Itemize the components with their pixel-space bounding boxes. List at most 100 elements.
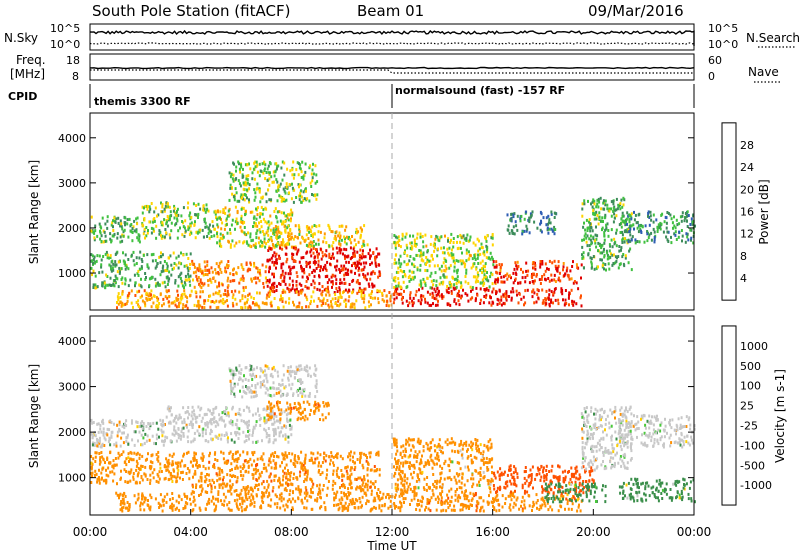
range-gate-cell (315, 198, 317, 201)
range-gate-cell (333, 456, 335, 459)
range-gate-cell (292, 490, 294, 493)
range-gate-cell (238, 412, 240, 415)
range-gate-cell (422, 245, 424, 248)
range-gate-cell (316, 379, 318, 382)
range-gate-cell (230, 232, 232, 235)
range-gate-cell (256, 291, 258, 294)
range-gate-cell (197, 216, 199, 219)
range-gate-cell (472, 257, 474, 260)
range-gate-cell (324, 253, 326, 256)
range-gate-cell (532, 280, 534, 283)
range-gate-cell (160, 234, 162, 237)
range-gate-cell (299, 391, 301, 394)
range-gate-cell (486, 248, 488, 251)
range-gate-cell (247, 182, 249, 185)
range-gate-cell (101, 271, 103, 274)
range-gate-cell (304, 466, 306, 469)
range-gate-cell (291, 383, 293, 386)
range-gate-cell (247, 386, 249, 389)
range-gate-cell (153, 442, 155, 445)
range-gate-cell (620, 246, 622, 249)
range-gate-cell (400, 293, 402, 296)
range-gate-cell (432, 294, 434, 297)
range-gate-cell (590, 235, 592, 238)
colorbar-tick-label: 16 (740, 206, 754, 219)
range-gate-cell (127, 218, 129, 221)
range-gate-cell (295, 224, 297, 227)
range-gate-cell (288, 272, 290, 275)
range-gate-cell (142, 479, 144, 482)
range-gate-cell (458, 281, 460, 284)
range-gate-cell (257, 206, 259, 209)
range-gate-cell (335, 282, 337, 285)
range-gate-cell (672, 227, 674, 230)
range-gate-cell (254, 375, 256, 378)
range-gate-cell (238, 427, 240, 430)
range-gate-cell (203, 204, 205, 207)
range-gate-cell (592, 198, 594, 201)
range-gate-cell (229, 171, 231, 174)
range-gate-cell (363, 240, 365, 243)
range-gate-cell (239, 390, 241, 393)
range-gate-cell (195, 213, 197, 216)
range-gate-cell (325, 249, 327, 252)
range-gate-cell (290, 268, 292, 271)
range-gate-cell (184, 235, 186, 238)
range-gate-cell (263, 428, 265, 431)
range-gate-cell (359, 249, 361, 252)
range-gate-cell (636, 221, 638, 224)
range-gate-cell (616, 198, 618, 201)
range-gate-cell (529, 281, 531, 284)
range-gate-cell (113, 217, 115, 220)
range-gate-cell (363, 301, 365, 304)
range-gate-cell (305, 489, 307, 492)
range-gate-cell (351, 291, 353, 294)
range-gate-cell (242, 431, 244, 434)
range-gate-cell (224, 461, 226, 464)
range-gate-cell (91, 273, 93, 276)
range-gate-cell (332, 274, 334, 277)
range-gate-cell (505, 274, 507, 277)
range-gate-cell (141, 295, 143, 298)
range-gate-cell (296, 271, 298, 274)
range-gate-cell (273, 417, 275, 420)
range-gate-cell (201, 476, 203, 479)
range-gate-cell (277, 406, 279, 409)
range-gate-cell (314, 374, 316, 377)
range-gate-cell (154, 220, 156, 223)
range-gate-cell (268, 220, 270, 223)
range-gate-cell (347, 455, 349, 458)
range-gate-cell (217, 467, 219, 470)
range-gate-cell (269, 161, 271, 164)
range-gate-cell (257, 270, 259, 273)
range-gate-cell (107, 467, 109, 470)
range-gate-cell (543, 216, 545, 219)
range-gate-cell (277, 375, 279, 378)
range-gate-cell (533, 291, 535, 294)
range-gate-cell (335, 297, 337, 300)
range-gate-cell (290, 238, 292, 241)
range-gate-cell (603, 242, 605, 245)
range-gate-cell (267, 189, 269, 192)
range-gate-cell (199, 229, 201, 232)
range-gate-cell (222, 411, 224, 414)
range-gate-cell (255, 424, 257, 427)
range-gate-cell (551, 261, 553, 264)
range-gate-cell (685, 217, 687, 220)
range-gate-cell (328, 253, 330, 256)
range-gate-cell (136, 256, 138, 259)
range-gate-cell (394, 241, 396, 244)
range-gate-cell (187, 416, 189, 419)
range-gate-cell (304, 388, 306, 391)
range-gate-cell (395, 253, 397, 256)
range-gate-cell (228, 241, 230, 244)
range-gate-cell (120, 235, 122, 238)
range-gate-cell (288, 238, 290, 241)
range-gate-cell (296, 280, 298, 283)
range-gate-cell (375, 265, 377, 268)
range-gate-cell (257, 458, 259, 461)
range-gate-cell (430, 235, 432, 238)
range-gate-cell (393, 286, 395, 289)
range-gate-cell (298, 162, 300, 165)
